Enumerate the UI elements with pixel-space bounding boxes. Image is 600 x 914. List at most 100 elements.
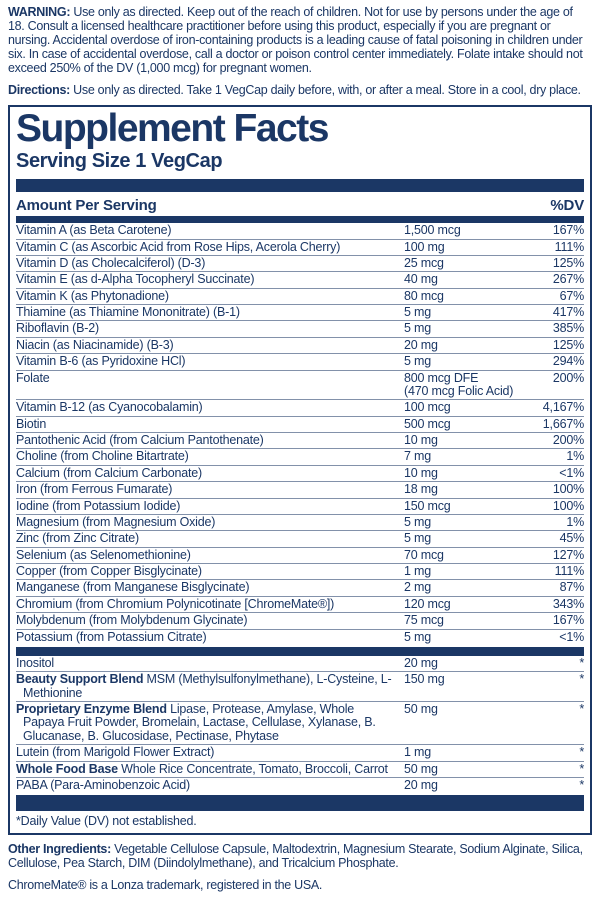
row-amount-line1: 120 mcg bbox=[404, 596, 451, 611]
row-name: Vitamin E (as d-Alpha Tocopheryl Succina… bbox=[16, 273, 404, 286]
facts-table-body: Vitamin A (as Beta Carotene) 1,500 mcg 1… bbox=[16, 223, 584, 793]
table-row: Copper (from Copper Bisglycinate) 1 mg 1… bbox=[16, 563, 584, 579]
row-name: Molybdenum (from Molybdenum Glycinate) bbox=[16, 613, 404, 627]
row-amount-line1: 7 mg bbox=[404, 449, 431, 464]
row-dv: 100% bbox=[552, 498, 584, 513]
row-amount: 50 mg bbox=[404, 762, 528, 776]
row-amount-line1: 10 mg bbox=[404, 465, 438, 480]
row-amount-line1: 20 mg bbox=[404, 655, 438, 670]
row-name: Vitamin K (as Phytonadione) bbox=[16, 289, 404, 303]
row-name-text: Zinc (from Zinc Citrate) bbox=[16, 531, 139, 546]
row-dv: 4,167% bbox=[542, 400, 584, 415]
row-amount-line1: 2 mg bbox=[404, 580, 431, 595]
row-amount: 5 mg bbox=[404, 531, 528, 545]
row-amount-line1: 18 mg bbox=[404, 482, 438, 497]
row-name: Vitamin B-12 (as Cyanocobalamin) bbox=[16, 401, 404, 414]
row-amount: 5 mg bbox=[404, 305, 528, 320]
row-amount: 40 mg bbox=[404, 272, 528, 287]
row-dv: 125% bbox=[552, 255, 584, 270]
row-amount: 5 mg bbox=[404, 321, 528, 336]
row-amount-line1: 150 mcg bbox=[404, 498, 451, 513]
warning-paragraph: WARNING: Use only as directed. Keep out … bbox=[8, 5, 592, 75]
row-amount: 20 mg bbox=[404, 778, 528, 792]
row-amount-line1: 800 mcg DFE bbox=[404, 370, 479, 385]
row-dv: 200% bbox=[552, 433, 584, 448]
table-row: Biotin 500 mcg 1,667% bbox=[16, 415, 584, 432]
row-dv: 417% bbox=[552, 305, 584, 320]
row-dv: 167% bbox=[552, 613, 584, 628]
row-amount: 80 mcg bbox=[404, 289, 528, 303]
row-dv: 343% bbox=[552, 596, 584, 611]
row-dv: * bbox=[579, 655, 584, 670]
row-name: Pantothenic Acid (from Calcium Pantothen… bbox=[16, 433, 404, 448]
row-dv: * bbox=[579, 672, 584, 687]
row-amount-line1: 1 mg bbox=[404, 745, 431, 760]
table-row: Selenium (as Selenomethionine) 70 mcg 12… bbox=[16, 546, 584, 563]
row-name: Zinc (from Zinc Citrate) bbox=[16, 532, 404, 545]
table-row: Niacin (as Niacinamide) (B-3) 20 mg 125% bbox=[16, 336, 584, 353]
row-amount: 1 mg bbox=[404, 564, 528, 579]
subheader-divider-bar bbox=[16, 216, 584, 224]
supplement-facts-panel: Supplement Facts Serving Size 1 VegCap A… bbox=[8, 105, 592, 836]
serving-size: Serving Size 1 VegCap bbox=[16, 150, 223, 173]
row-name: Beauty Support Blend MSM (Methylsulfonyl… bbox=[16, 673, 404, 700]
table-row: Zinc (from Zinc Citrate) 5 mg 45% bbox=[16, 530, 584, 546]
row-amount-line1: 5 mg bbox=[404, 305, 431, 320]
table-row: Iron (from Ferrous Fumarate) 18 mg 100% bbox=[16, 481, 584, 497]
row-amount-line1: 5 mg bbox=[404, 321, 431, 336]
row-name: Vitamin A (as Beta Carotene) bbox=[16, 223, 404, 237]
row-dv: 167% bbox=[552, 223, 584, 238]
table-row: Vitamin C (as Ascorbic Acid from Rose Hi… bbox=[16, 238, 585, 255]
row-amount: 2 mg bbox=[404, 580, 528, 595]
row-amount-line1: 500 mcg bbox=[404, 416, 451, 431]
row-name: Vitamin B-6 (as Pyridoxine HCl) bbox=[16, 354, 404, 368]
row-name-text: Whole Rice Concentrate, Tomato, Broccoli… bbox=[117, 761, 388, 776]
row-name-text: Biotin bbox=[16, 416, 47, 431]
row-name: Potassium (from Potassium Citrate) bbox=[16, 630, 404, 644]
row-name-text: Pantothenic Acid (from Calcium Pantothen… bbox=[16, 433, 264, 448]
row-amount-line1: 40 mg bbox=[404, 272, 438, 287]
warning-text: Use only as directed. Keep out of the re… bbox=[8, 5, 583, 75]
row-dv: 111% bbox=[554, 239, 585, 254]
table-row: Proprietary Enzyme Blend Lipase, Proteas… bbox=[16, 701, 584, 744]
row-name-text: Lutein (from Marigold Flower Extract) bbox=[16, 745, 215, 760]
row-name-text: Inositol bbox=[16, 655, 55, 670]
table-row: Pantothenic Acid (from Calcium Pantothen… bbox=[16, 432, 584, 448]
amount-per-serving-header: Amount Per Serving bbox=[16, 197, 157, 215]
table-row: Vitamin D (as Cholecalciferol) (D-3) 25 … bbox=[16, 254, 584, 271]
row-amount-line1: 150 mg bbox=[404, 672, 445, 687]
row-amount: 10 mg bbox=[404, 433, 528, 448]
row-name-text: Folate bbox=[16, 370, 50, 385]
row-amount: 10 mg bbox=[404, 465, 528, 480]
table-row: Calcium (from Calcium Carbonate) 10 mg <… bbox=[16, 464, 584, 481]
row-name-text: Riboflavin (B-2) bbox=[16, 321, 99, 336]
row-dv: 294% bbox=[552, 354, 584, 369]
row-amount: 70 mcg bbox=[404, 548, 528, 562]
row-name: Riboflavin (B-2) bbox=[16, 322, 404, 335]
row-amount-line1: 5 mg bbox=[404, 354, 431, 369]
table-row: Iodine (from Potassium Iodide) 150 mcg 1… bbox=[16, 497, 584, 514]
row-amount-line1: 1,500 mcg bbox=[404, 223, 461, 238]
row-amount: 1 mg bbox=[404, 745, 528, 760]
row-name-bold: Whole Food Base bbox=[16, 761, 118, 776]
row-amount-line1: 25 mcg bbox=[404, 255, 444, 270]
directions-text: Use only as directed. Take 1 VegCap dail… bbox=[70, 83, 581, 97]
row-name-text: Vitamin E (as d-Alpha Tocopheryl Succina… bbox=[16, 272, 255, 287]
row-amount-line2: (470 mcg Folic Acid) bbox=[404, 383, 514, 398]
header-divider-bar bbox=[16, 179, 584, 193]
row-amount: 50 mg bbox=[404, 702, 528, 716]
footnote-divider-bar bbox=[16, 795, 584, 812]
row-name: Iodine (from Potassium Iodide) bbox=[16, 499, 404, 513]
row-dv: * bbox=[579, 761, 584, 776]
row-amount-line1: 1 mg bbox=[404, 564, 431, 579]
row-dv: 67% bbox=[559, 288, 585, 303]
row-amount-line1: 10 mg bbox=[404, 433, 438, 448]
dv-footnote: *Daily Value (DV) not established. bbox=[16, 814, 197, 829]
row-dv: 1% bbox=[566, 449, 584, 464]
row-name: Chromium (from Chromium Polynicotinate [… bbox=[16, 597, 404, 611]
row-dv: 200% bbox=[552, 370, 584, 385]
row-name: Iron (from Ferrous Fumarate) bbox=[16, 482, 404, 496]
panel-title: Supplement Facts bbox=[16, 107, 329, 150]
row-amount-line1: 5 mg bbox=[404, 629, 431, 644]
